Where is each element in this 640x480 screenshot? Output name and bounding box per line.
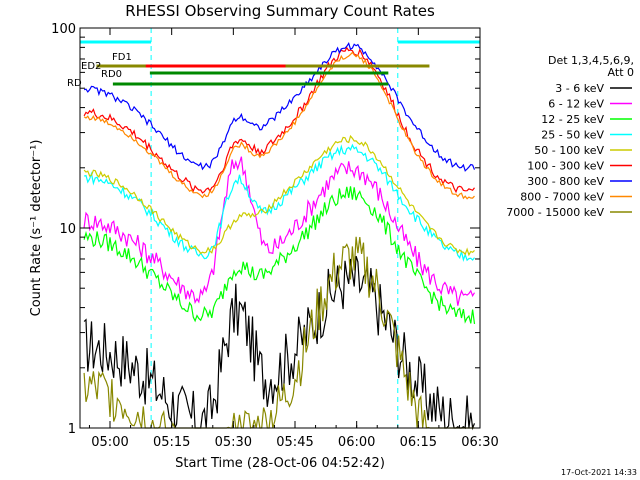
y-axis-label: Count Rate (s⁻¹ detector⁻¹) — [29, 140, 44, 317]
series-trace-0 — [83, 255, 476, 431]
legend-label-5: 100 - 300 keV — [527, 160, 604, 173]
legend-label-3: 25 - 50 keV — [541, 129, 604, 142]
series-trace-7 — [83, 51, 475, 200]
series-trace-3 — [83, 143, 475, 262]
legend: Det 1,3,4,5,6,9,Att 0 3 - 6 keV 6 - 12 keV… — [506, 54, 634, 219]
y-tick-label-1: 10 — [59, 222, 76, 237]
y-tick-label-2: 100 — [51, 22, 76, 37]
legend-header-0: Det 1,3,4,5,6,9, — [548, 54, 634, 67]
legend-label-4: 50 - 100 keV — [534, 144, 604, 157]
series-trace-5 — [83, 46, 475, 194]
legend-label-2: 12 - 25 keV — [541, 113, 604, 126]
y-tick-label-0: 1 — [68, 422, 76, 437]
series-trace-4 — [83, 134, 475, 257]
legend-label-8: 7000 - 15000 keV — [506, 206, 604, 219]
x-axis-label: Start Time (28-Oct-06 04:52:42) — [175, 456, 385, 471]
x-tick-label-6: 06:30 — [461, 435, 498, 450]
legend-label-6: 300 - 800 keV — [527, 175, 604, 188]
legend-label-1: 6 - 12 keV — [548, 98, 604, 111]
axes: 05:00 05:15 05:30 05:45 06:00 06:15 06:30 1 10 10… — [51, 22, 499, 450]
x-tick-label-0: 05:00 — [91, 435, 128, 450]
series-trace-6 — [83, 42, 476, 172]
x-tick-label-3: 05:45 — [276, 435, 313, 450]
x-tick-label-2: 05:30 — [215, 435, 252, 450]
x-tick-label-5: 06:15 — [400, 435, 437, 450]
legend-header-1: Att 0 — [608, 66, 634, 79]
flag-label-2: RD0 — [101, 69, 122, 80]
series-trace-1 — [83, 156, 476, 306]
series-trace-2 — [83, 186, 476, 324]
x-tick-label-4: 06:00 — [338, 435, 375, 450]
flag-label-0: FD1 — [112, 52, 132, 63]
timestamp: 17-Oct-2021 14:33 — [561, 468, 637, 477]
legend-label-7: 800 - 7000 keV — [520, 191, 604, 204]
chart-title: RHESSI Observing Summary Count Rates — [125, 2, 435, 20]
x-tick-label-1: 05:15 — [153, 435, 190, 450]
flag-label-3: RD — [67, 78, 82, 89]
flag-label-1: ED2 — [81, 61, 101, 72]
legend-label-0: 3 - 6 keV — [555, 82, 604, 95]
plot-frame — [79, 27, 481, 429]
